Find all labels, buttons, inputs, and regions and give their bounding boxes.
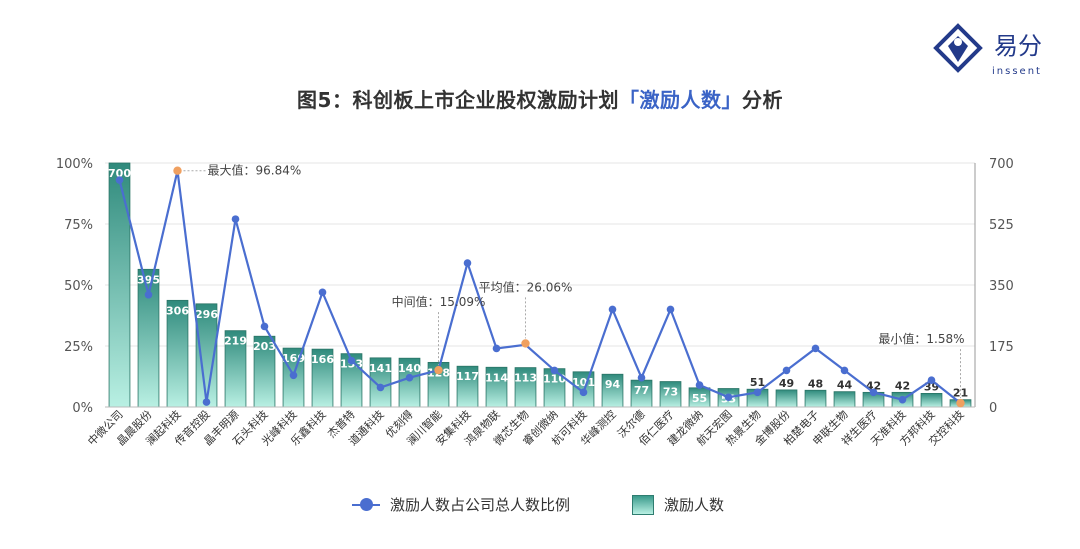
chart-area: 7003953062962192031691661531411401281171… [56,157,1014,448]
bar-value-label: 203 [253,340,276,353]
line-series [115,170,962,406]
bar [804,389,827,408]
ratio-point [869,388,878,397]
bar-value-label: 117 [456,370,479,383]
left-tick-label: 50% [64,279,93,294]
ratio-point [637,373,646,382]
annotation-marker [521,339,530,348]
bar-value-label: 395 [137,273,160,286]
legend-bar-item[interactable]: 激励人数 [632,494,724,515]
legend: 激励人数占公司总人数比例 激励人数 [0,494,1080,520]
bar [775,389,798,408]
title-suffix: 分析 [741,88,783,112]
bar-value-label: 77 [634,384,649,397]
bar-value-label: 44 [837,379,853,392]
legend-bar-swatch-icon [632,494,654,515]
bar-value-label: 166 [311,353,334,366]
ratio-point [550,366,559,375]
ratio-point [753,388,762,397]
ratio-point [492,344,501,353]
bar-value-label: 219 [224,335,247,348]
logo-sub: inssent [992,66,1042,77]
bar-value-label: 55 [692,392,707,405]
ratio-point [260,322,269,331]
bar-value-label: 73 [663,386,678,399]
bar-value-label: 306 [166,304,189,317]
ratio-point [347,356,356,365]
annotation-label: 最大值：96.84% [208,163,302,178]
legend-line-item[interactable]: 激励人数占公司总人数比例 [352,494,570,515]
annotation-label: 最小值：1.58% [878,331,964,346]
bar-value-label: 51 [750,376,765,389]
bar-value-label: 700 [108,167,131,180]
bar [108,162,131,408]
legend-bar-label: 激励人数 [664,496,725,514]
right-tick-label: 525 [989,218,1014,233]
annotation-marker [173,166,182,175]
ratio-point [898,395,907,404]
bar-value-label: 42 [895,379,910,392]
x-tick-labels: 中微公司晶晨股份澜起科技传音控股晶丰明源石头科技光峰科技乐鑫科技杰普特道通科技优… [85,407,967,448]
bar-value-label: 113 [514,372,537,385]
right-tick-label: 350 [989,279,1014,294]
bar-value-label: 48 [808,377,823,390]
ratio-point [840,366,849,375]
ratio-line [118,170,962,405]
annotation-marker [956,398,965,408]
legend-line-marker-icon [352,497,380,511]
bar-value-label: 140 [398,362,421,375]
ratio-point [202,398,211,406]
ratio-point [115,176,124,184]
insent-logo: 易分 inssent [933,23,1042,77]
ratio-point [144,290,153,299]
ratio-point [695,381,704,389]
ratio-point [782,366,791,375]
right-tick-label: 175 [989,340,1014,355]
annotation-label: 中间值：15.09% [392,294,486,309]
chart-title: 图5：科创板上市企业股权激励计划「激励人数」分析 [0,84,1080,113]
legend-line-label: 激励人数占公司总人数比例 [390,496,571,514]
annotation-marker [434,365,443,375]
ratio-point [463,259,472,267]
ratio-point [666,305,675,314]
ratio-point [724,393,733,402]
ratio-point [289,371,298,380]
right-tick-label: 0 [989,401,997,416]
bar-value-label: 141 [369,362,392,375]
axes: 0% 0 25% 175 50% 350 75% 525 100% 700 [56,157,1014,416]
bar-value-label: 49 [779,377,794,390]
ratio-point [811,344,820,353]
bar-value-label: 94 [605,378,621,391]
bar [833,391,856,408]
ratio-point [231,215,240,223]
left-tick-label: 25% [64,340,93,355]
annotations: 最大值：96.84% 中间值：15.09%平均值：26.06% 最小值：1.58% [173,163,965,408]
title-highlight: 「激励人数」 [618,88,742,112]
ratio-point [579,388,588,397]
ratio-point [376,383,385,392]
bar-value-label: 110 [543,373,566,386]
logo-brand: 易分 [994,32,1042,60]
ratio-point [608,305,617,314]
bar [920,393,943,408]
left-tick-label: 75% [64,218,93,233]
ratio-point [927,376,936,384]
right-tick-label: 700 [989,157,1014,172]
annotation-label: 平均值：26.06% [479,279,573,294]
ratio-point [405,373,414,382]
title-prefix: 图5：科创板上市企业股权激励计划 [297,88,619,112]
left-tick-label: 100% [56,157,93,172]
diamond-logo-icon [933,23,983,73]
ratio-point [318,288,327,297]
left-tick-label: 0% [72,401,93,416]
bar-value-label: 114 [485,371,508,384]
bar-value-label: 296 [195,308,218,321]
